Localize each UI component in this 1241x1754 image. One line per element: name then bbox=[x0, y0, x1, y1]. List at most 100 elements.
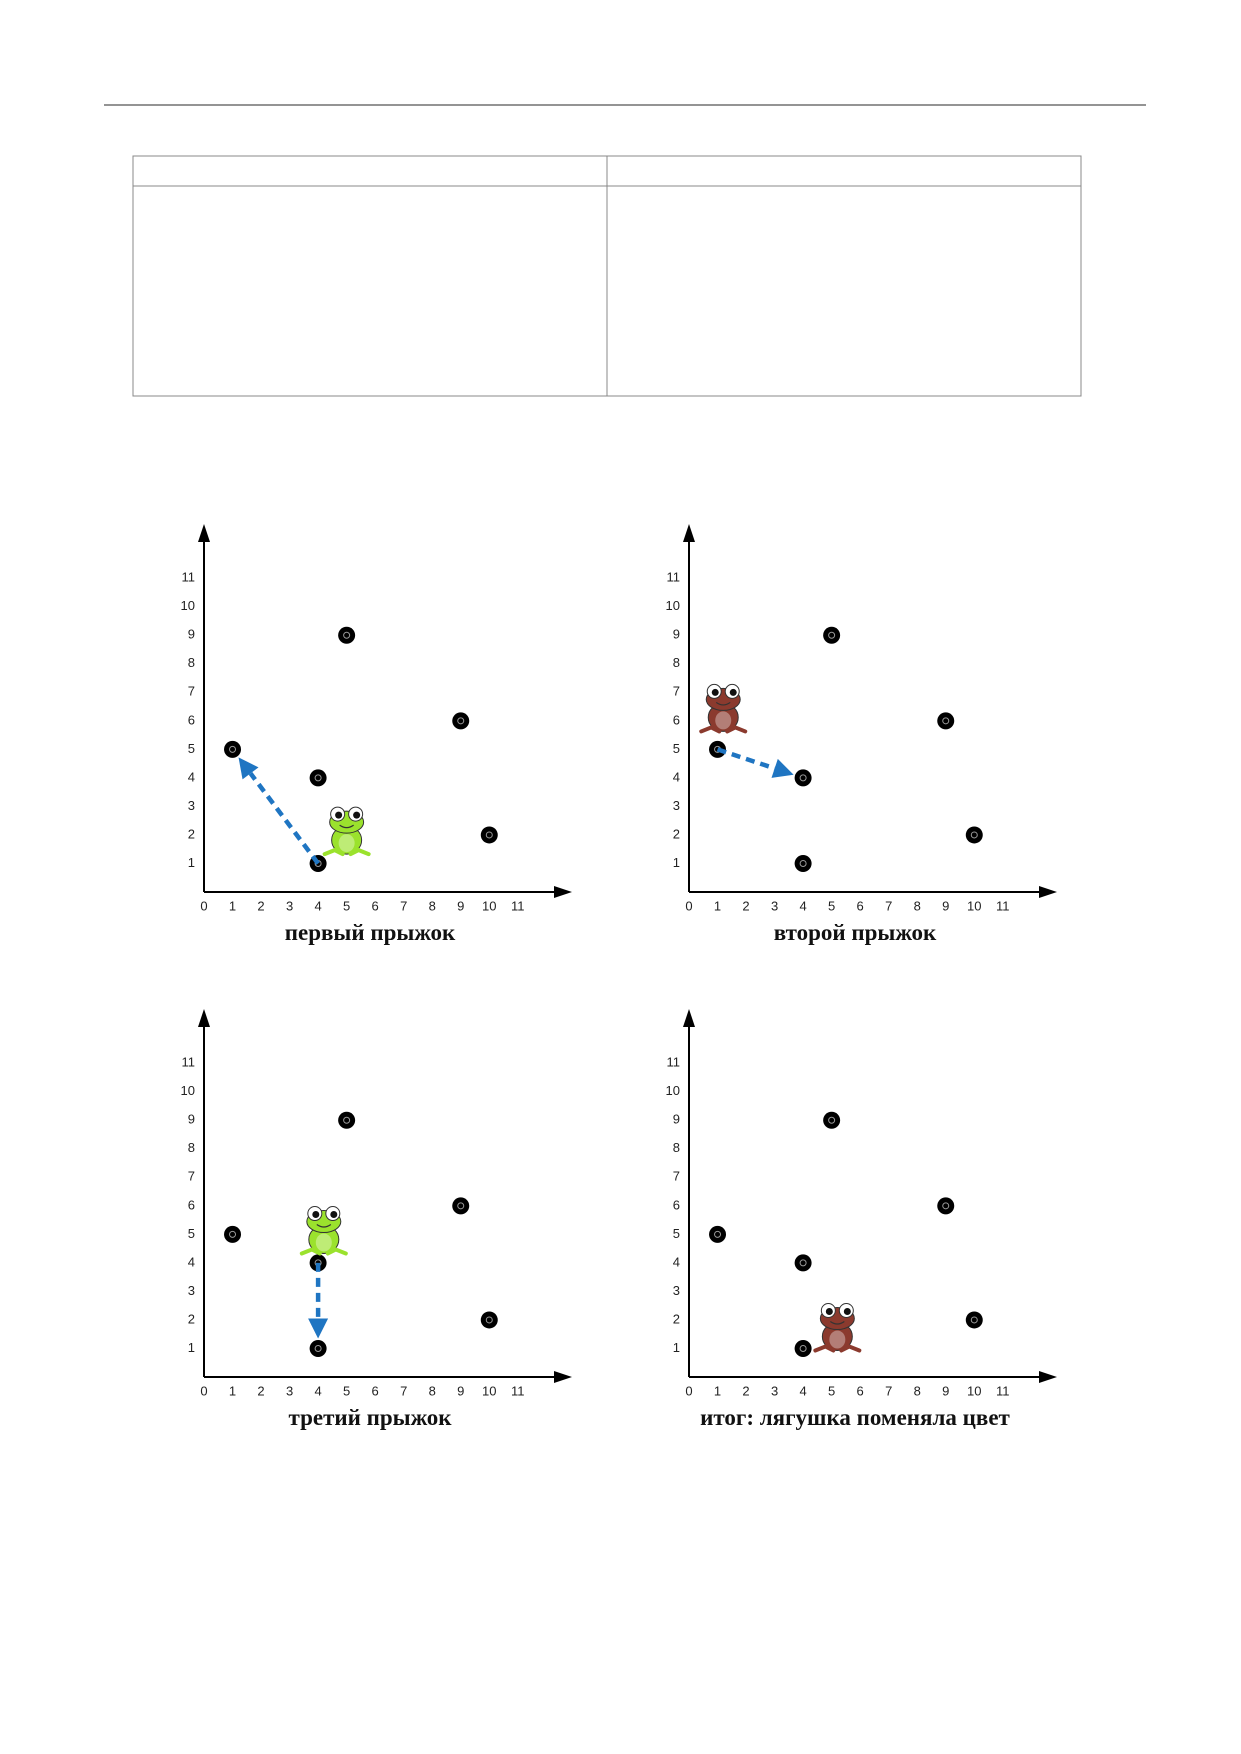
y-axis-arrow bbox=[198, 524, 210, 542]
point-ring bbox=[799, 774, 807, 782]
x-tick-label: 7 bbox=[885, 1383, 892, 1398]
x-tick-label: 5 bbox=[828, 1383, 835, 1398]
frog bbox=[699, 683, 748, 734]
frog-pupil bbox=[729, 688, 737, 696]
x-tick-label: 0 bbox=[685, 898, 692, 913]
y-tick-label: 9 bbox=[673, 1112, 680, 1127]
jump-arrow-head bbox=[238, 757, 259, 780]
x-tick-label: 10 bbox=[482, 1383, 496, 1398]
point-ring bbox=[942, 1202, 950, 1210]
x-tick-label: 7 bbox=[400, 1383, 407, 1398]
x-tick-label: 4 bbox=[314, 898, 321, 913]
jump-arrow-head bbox=[308, 1318, 329, 1339]
y-tick-label: 8 bbox=[673, 1140, 680, 1155]
x-tick-label: 5 bbox=[343, 1383, 350, 1398]
y-tick-label: 3 bbox=[188, 1283, 195, 1298]
frog-pupil bbox=[843, 1308, 851, 1316]
y-tick-label: 3 bbox=[673, 1283, 680, 1298]
point bbox=[480, 826, 498, 844]
point-ring bbox=[799, 1259, 807, 1267]
x-tick-label: 1 bbox=[714, 1383, 721, 1398]
point bbox=[794, 1254, 812, 1272]
point bbox=[480, 1311, 498, 1329]
y-tick-label: 3 bbox=[188, 798, 195, 813]
point bbox=[794, 769, 812, 787]
y-tick-label: 4 bbox=[188, 769, 195, 784]
point-ring bbox=[314, 1344, 322, 1352]
x-tick-label: 5 bbox=[343, 898, 350, 913]
y-tick-label: 5 bbox=[673, 741, 680, 756]
frog-pupil bbox=[312, 1211, 320, 1219]
y-tick-label: 2 bbox=[673, 826, 680, 841]
point bbox=[338, 1111, 356, 1129]
frog-mouth bbox=[715, 701, 731, 706]
x-tick-label: 0 bbox=[200, 898, 207, 913]
y-tick-label: 4 bbox=[188, 1254, 195, 1269]
point-ring bbox=[457, 1202, 465, 1210]
frog-belly bbox=[315, 1233, 332, 1252]
point-ring bbox=[485, 1316, 493, 1324]
y-tick-label: 11 bbox=[667, 570, 681, 585]
x-tick-label: 11 bbox=[511, 1383, 525, 1398]
x-tick-label: 1 bbox=[229, 898, 236, 913]
y-tick-label: 10 bbox=[181, 598, 195, 613]
frog-pupil bbox=[353, 811, 361, 819]
point-ring bbox=[942, 717, 950, 725]
y-tick-label: 6 bbox=[673, 1197, 680, 1212]
y-tick-label: 5 bbox=[673, 1226, 680, 1241]
y-tick-label: 5 bbox=[188, 741, 195, 756]
x-tick-label: 3 bbox=[286, 898, 293, 913]
frog bbox=[813, 1303, 862, 1353]
x-tick-label: 2 bbox=[257, 1383, 264, 1398]
point bbox=[965, 826, 983, 844]
y-tick-label: 9 bbox=[673, 627, 680, 642]
point bbox=[309, 769, 327, 787]
point-ring bbox=[485, 831, 493, 839]
point-ring bbox=[828, 1116, 836, 1124]
point bbox=[224, 1225, 242, 1243]
point-ring bbox=[457, 717, 465, 725]
x-tick-label: 2 bbox=[742, 898, 749, 913]
y-tick-label: 2 bbox=[673, 1311, 680, 1326]
frog-feet bbox=[813, 1344, 862, 1353]
y-tick-label: 6 bbox=[673, 712, 680, 727]
frog-pupil bbox=[825, 1308, 833, 1316]
y-tick-label: 8 bbox=[188, 655, 195, 670]
y-axis-arrow bbox=[198, 1009, 210, 1027]
y-tick-label: 6 bbox=[188, 712, 195, 727]
x-tick-label: 0 bbox=[685, 1383, 692, 1398]
frog bbox=[322, 806, 371, 857]
y-tick-label: 5 bbox=[188, 1226, 195, 1241]
x-tick-label: 3 bbox=[286, 1383, 293, 1398]
x-tick-label: 2 bbox=[257, 898, 264, 913]
y-tick-label: 7 bbox=[188, 1169, 195, 1184]
point bbox=[309, 1339, 327, 1357]
x-tick-label: 8 bbox=[429, 1383, 436, 1398]
x-tick-label: 4 bbox=[314, 1383, 321, 1398]
y-tick-label: 9 bbox=[188, 1112, 195, 1127]
frog-feet bbox=[322, 847, 371, 857]
y-tick-label: 7 bbox=[188, 684, 195, 699]
point-ring bbox=[229, 745, 237, 753]
point bbox=[224, 740, 242, 758]
frog-mouth bbox=[829, 1321, 845, 1325]
point bbox=[965, 1311, 983, 1329]
y-tick-label: 9 bbox=[188, 627, 195, 642]
point bbox=[937, 712, 955, 730]
frog-belly bbox=[829, 1330, 846, 1349]
x-axis-arrow bbox=[1039, 886, 1057, 898]
y-tick-label: 11 bbox=[182, 1055, 196, 1070]
x-tick-label: 6 bbox=[372, 898, 379, 913]
x-tick-label: 2 bbox=[742, 1383, 749, 1398]
y-tick-label: 10 bbox=[666, 1083, 680, 1098]
x-tick-label: 10 bbox=[967, 898, 981, 913]
y-axis-arrow bbox=[683, 524, 695, 542]
x-tick-label: 5 bbox=[828, 898, 835, 913]
frog-belly bbox=[338, 834, 355, 853]
point-ring bbox=[799, 1344, 807, 1352]
y-tick-label: 4 bbox=[673, 1254, 680, 1269]
x-tick-label: 11 bbox=[996, 898, 1010, 913]
point bbox=[709, 1225, 727, 1243]
x-tick-label: 8 bbox=[914, 1383, 921, 1398]
